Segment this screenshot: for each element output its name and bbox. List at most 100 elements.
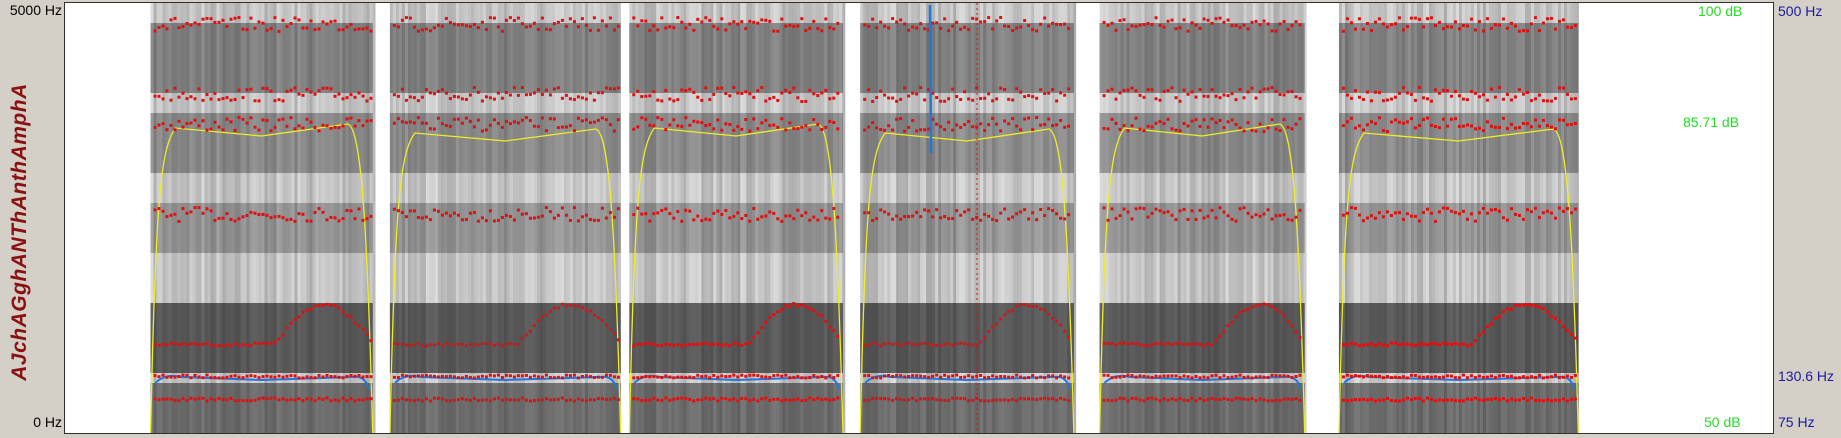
- formant-point: [1385, 397, 1389, 401]
- formant-point: [1110, 87, 1114, 91]
- formant-point: [1015, 26, 1019, 30]
- formant-point: [903, 86, 907, 90]
- formant-point: [153, 343, 157, 347]
- formant-point: [1130, 341, 1134, 345]
- formant-point: [592, 376, 596, 380]
- formant-point: [1561, 325, 1565, 329]
- formant-point: [1509, 397, 1513, 401]
- formant-point: [520, 212, 524, 216]
- formant-point: [229, 344, 233, 348]
- formant-point: [1198, 88, 1202, 92]
- formant-point: [660, 398, 664, 402]
- formant-point: [1206, 125, 1210, 129]
- formant-point: [404, 98, 408, 102]
- formant-point: [1509, 98, 1513, 102]
- formant-point: [161, 209, 165, 213]
- formant-point: [772, 95, 776, 99]
- formant-point: [632, 344, 636, 348]
- formant-point: [684, 375, 688, 379]
- formant-point: [520, 86, 524, 90]
- formant-point: [1493, 396, 1497, 400]
- formant-point: [1365, 398, 1369, 402]
- formant-point: [784, 304, 788, 308]
- formant-point: [1409, 398, 1413, 402]
- intensity-max-label: 100 dB: [1698, 3, 1743, 19]
- formant-point: [560, 96, 564, 100]
- formant-point: [608, 16, 612, 20]
- formant-point: [1198, 397, 1202, 401]
- formant-point: [1023, 303, 1027, 307]
- formant-point: [967, 97, 971, 101]
- formant-point: [349, 116, 353, 120]
- formant-point: [452, 398, 456, 402]
- formant-point: [1262, 302, 1266, 306]
- formant-point: [1489, 322, 1493, 326]
- formant-point: [931, 343, 935, 347]
- formant-point: [321, 210, 325, 214]
- formant-point: [1214, 338, 1218, 342]
- formant-point: [776, 373, 780, 377]
- formant-point: [412, 25, 416, 29]
- formant-point: [1067, 376, 1071, 380]
- formant-point: [903, 375, 907, 379]
- formant-point: [1357, 398, 1361, 402]
- formant-point: [1063, 217, 1067, 221]
- formant-point: [1453, 341, 1457, 345]
- formant-point: [1509, 307, 1513, 311]
- formant-point: [1218, 398, 1222, 402]
- formant-point: [967, 27, 971, 31]
- formant-point: [1549, 375, 1553, 379]
- formant-point: [1561, 209, 1565, 213]
- formant-point: [560, 125, 564, 129]
- formant-point: [309, 397, 313, 401]
- formant-point: [1106, 89, 1110, 93]
- formant-point: [1533, 16, 1537, 20]
- spectrogram-panel[interactable]: [64, 2, 1774, 434]
- formant-point: [915, 26, 919, 30]
- formant-point: [1031, 28, 1035, 32]
- formant-point: [724, 343, 728, 347]
- formant-point: [1031, 374, 1035, 378]
- formant-point: [1130, 217, 1134, 221]
- formant-point: [157, 398, 161, 402]
- formant-point: [788, 398, 792, 402]
- formant-point: [1003, 375, 1007, 379]
- formant-point: [903, 129, 907, 133]
- formant-point: [564, 93, 568, 97]
- formant-point: [752, 117, 756, 121]
- formant-point: [1222, 20, 1226, 24]
- spectrogram-canvas[interactable]: [65, 3, 1774, 434]
- formant-point: [209, 343, 213, 347]
- formant-point: [1051, 21, 1055, 25]
- formant-point: [193, 397, 197, 401]
- formant-point: [828, 97, 832, 101]
- formant-point: [1122, 124, 1126, 128]
- formant-point: [979, 340, 983, 344]
- formant-point: [504, 18, 508, 22]
- formant-point: [616, 207, 620, 211]
- intensity-contour: [389, 128, 622, 433]
- formant-point: [173, 375, 177, 379]
- formant-point: [867, 88, 871, 92]
- formant-point: [967, 343, 971, 347]
- formant-point: [456, 213, 460, 217]
- formant-point: [768, 376, 772, 380]
- formant-point: [540, 214, 544, 218]
- formant-point: [289, 88, 293, 92]
- formant-point: [1489, 397, 1493, 401]
- formant-point: [808, 396, 812, 400]
- formant-point: [233, 219, 237, 223]
- formant-point: [221, 376, 225, 380]
- formant-point: [241, 343, 245, 347]
- formant-point: [1413, 343, 1417, 347]
- formant-point: [828, 374, 832, 378]
- formant-point: [488, 96, 492, 100]
- formant-point: [1529, 99, 1533, 103]
- formant-point: [879, 397, 883, 401]
- formant-point: [1537, 305, 1541, 309]
- formant-point: [1501, 397, 1505, 401]
- formant-point: [808, 88, 812, 92]
- formant-point: [349, 397, 353, 401]
- formant-point: [209, 97, 213, 101]
- formant-point: [460, 342, 464, 346]
